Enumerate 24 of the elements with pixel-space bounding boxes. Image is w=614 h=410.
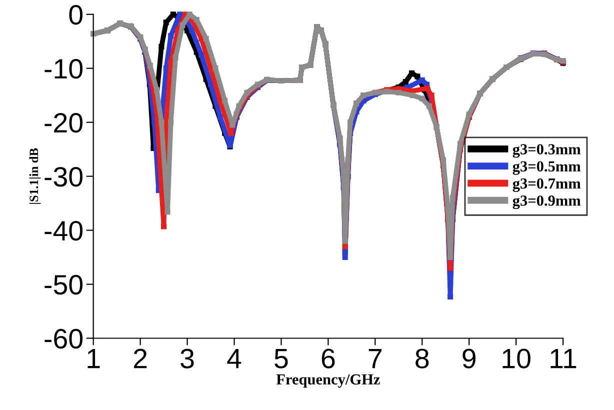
x-tick-label: 8 (416, 348, 429, 368)
x-tick-label: 10 (502, 348, 530, 368)
x-tick-label: 5 (274, 348, 288, 368)
x-axis-title: Frequency/GHz (276, 374, 380, 388)
y-tick-label: -40 (44, 220, 83, 241)
y-axis-title: |S1.1|in dB (29, 148, 41, 204)
legend-label: g3=0.7mm (512, 178, 581, 192)
y-tick-label: 0 (69, 5, 83, 25)
legend-label: g3=0.9mm (512, 195, 581, 210)
x-tick-label: 2 (134, 348, 147, 368)
y-tick-label: -20 (44, 112, 83, 133)
y-tick-label: -10 (44, 59, 83, 79)
x-tick-label: 4 (227, 348, 242, 368)
legend-label: g3=0.5mm (512, 161, 581, 175)
x-tick-label: 7 (368, 348, 382, 368)
legend-label: g3=0.3mm (512, 144, 581, 158)
x-tick-label: 11 (550, 348, 576, 368)
x-tick-label: 6 (322, 348, 335, 368)
x-tick-label: 1 (88, 348, 100, 368)
x-tick-label: 3 (180, 348, 194, 368)
x-tick-label: 9 (462, 348, 476, 368)
y-tick-label: -30 (44, 166, 83, 187)
y-tick-label: -60 (44, 328, 83, 349)
y-tick-label: -50 (44, 274, 83, 295)
